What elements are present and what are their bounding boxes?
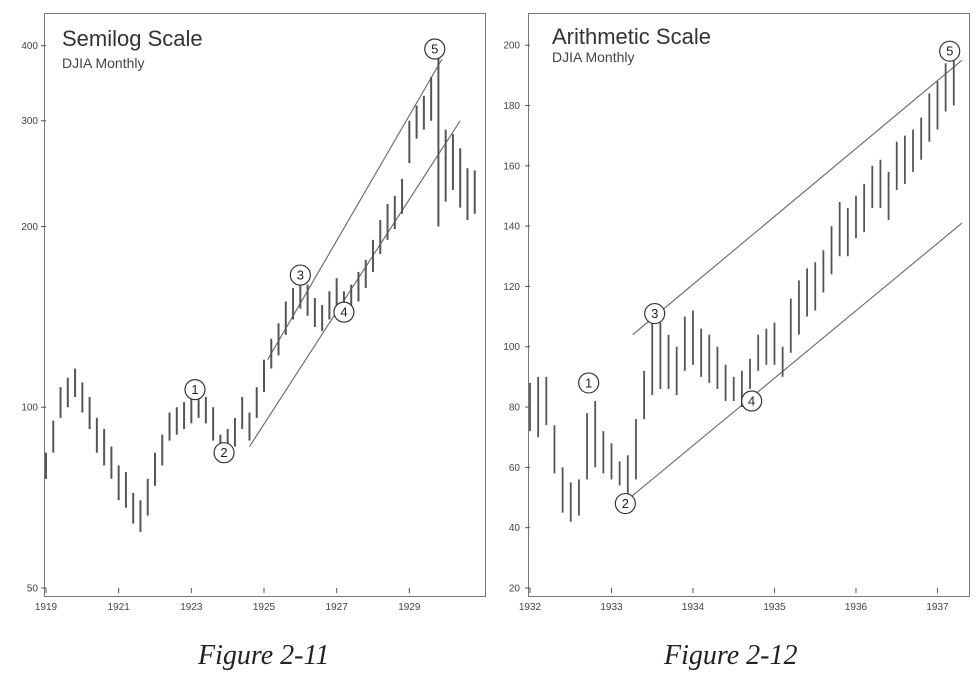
x-tick-label: 1933 [600,602,623,613]
x-tick-label: 1919 [35,602,58,613]
x-tick-label: 1925 [253,602,276,613]
wave-label-3: 3 [289,264,311,286]
y-tick-label: 100 [21,403,38,414]
wave-label-3: 3 [644,302,666,325]
arithmetic-chart-panel [528,13,970,597]
wave-label-1: 1 [184,378,206,401]
wave-number: 3 [297,268,304,283]
y-tick-label: 180 [503,101,520,112]
y-tick-label: 50 [27,584,39,595]
wave-label-5: 5 [939,40,961,62]
y-tick-label: 160 [503,161,520,172]
wave-circle [741,390,763,412]
trend-channel-line [267,58,443,360]
y-tick-label: 300 [21,116,38,127]
wave-number: 3 [651,306,658,321]
trend-channel-line [622,222,963,504]
wave-number: 1 [585,375,592,390]
wave-circle [424,38,446,60]
y-tick-label: 400 [21,41,38,52]
wave-circle [644,302,666,325]
x-tick-label: 1937 [926,602,949,613]
wave-circle [333,301,355,323]
y-tick-label: 80 [509,403,521,414]
chart-1: 50 100 200 300 400 1919 1921 1923 1925 1927 1929 1 2… [21,38,476,613]
wave-label-5: 5 [424,38,446,60]
wave-number: 4 [748,394,755,409]
wave-label-2: 2 [213,442,235,464]
y-tick-label: 120 [503,282,520,293]
wave-number: 5 [431,41,438,56]
wave-circle [939,40,961,62]
wave-number: 1 [191,382,198,397]
arithmetic-chart-subtitle: DJIA Monthly [552,49,635,65]
x-tick-label: 1929 [398,602,421,613]
wave-number: 5 [946,44,953,59]
semilog-chart-subtitle: DJIA Monthly [62,55,145,71]
figure-caption-2-11: Figure 2-11 [198,640,330,671]
wave-number: 4 [340,305,347,320]
arithmetic-chart-title: Arithmetic Scale [552,24,711,49]
x-tick-label: 1927 [326,602,349,613]
x-tick-label: 1932 [519,602,542,613]
wave-circle [578,372,600,394]
y-tick-label: 100 [503,342,520,353]
semilog-chart-title: Semilog Scale [62,26,203,51]
wave-label-4: 4 [741,390,763,412]
y-tick-label: 200 [503,41,520,52]
wave-circle [184,378,206,401]
x-tick-label: 1935 [763,602,786,613]
y-tick-label: 40 [509,523,521,534]
x-tick-label: 1936 [845,602,868,613]
y-tick-label: 200 [21,222,38,233]
x-tick-label: 1921 [108,602,131,613]
chart-2: 20 40 60 80 100 120 140 160 180 200 1932 1933 1934 19… [503,40,963,613]
wave-label-1: 1 [578,372,600,394]
x-tick-label: 1923 [180,602,203,613]
wave-circle [614,492,636,515]
y-tick-label: 140 [503,222,520,233]
trend-channel-line [632,59,963,336]
wave-circle [213,442,235,464]
wave-number: 2 [622,496,629,511]
wave-label-2: 2 [614,492,636,515]
wave-number: 2 [220,445,227,460]
figure-caption-2-12: Figure 2-12 [664,640,798,671]
x-tick-label: 1934 [682,602,705,613]
wave-circle [289,264,311,286]
y-tick-label: 20 [509,584,521,595]
y-tick-label: 60 [509,463,521,474]
wave-label-4: 4 [333,301,355,323]
trend-channel-line [249,120,461,447]
